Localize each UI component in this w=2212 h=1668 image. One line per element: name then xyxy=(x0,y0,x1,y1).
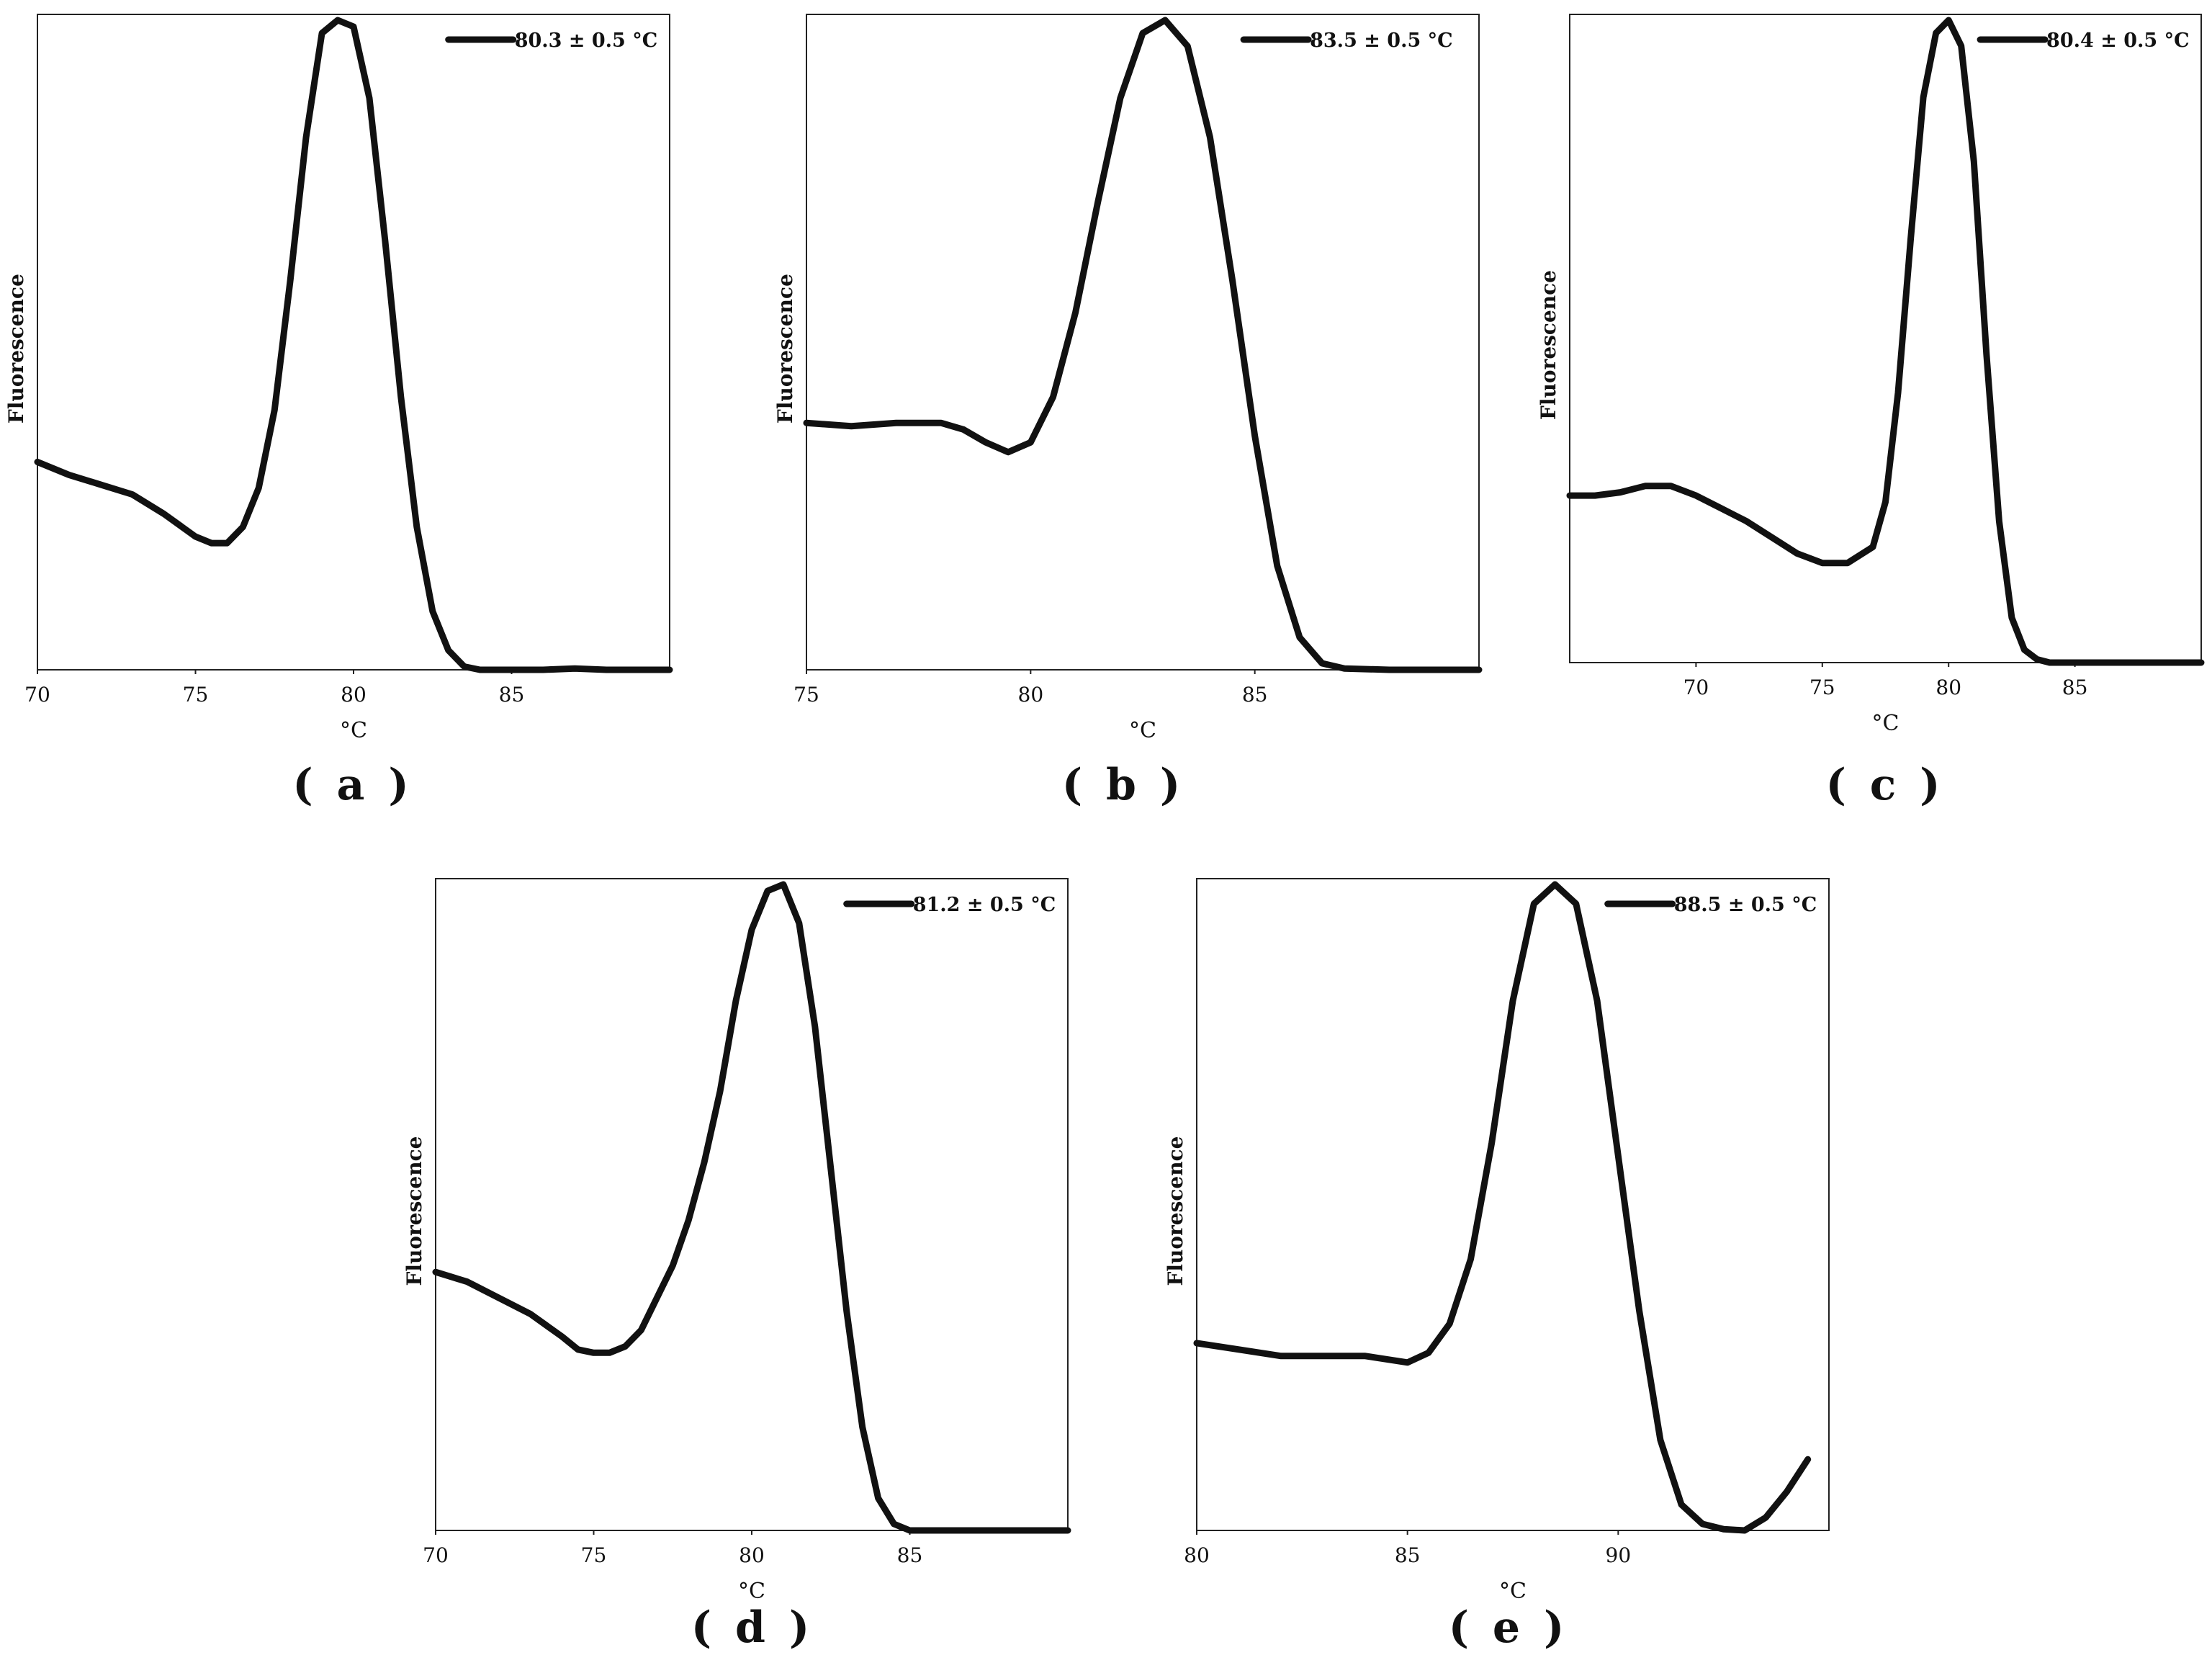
y-axis-label: Fluorescence xyxy=(4,274,28,423)
x-tick-label: 80 xyxy=(1936,676,1961,699)
legend-label: 80.4 ± 0.5 °C xyxy=(2046,30,2190,52)
x-tick-label: 70 xyxy=(423,1543,449,1567)
x-tick-label: 80 xyxy=(1184,1543,1210,1567)
melt-curve-line xyxy=(432,881,1071,1534)
x-axis-label: °C xyxy=(340,718,367,743)
y-axis-label: Fluorescence xyxy=(773,274,797,423)
x-tick-label: 90 xyxy=(1606,1543,1632,1567)
legend-label: 88.5 ± 0.5 °C xyxy=(1674,894,1817,916)
x-tick-label: 70 xyxy=(1683,676,1709,699)
chart-panel-c: 70 75 80 85 °C Fluorescence 80.4 ± 0.5 °C ( c ) xyxy=(1527,0,2212,828)
panel-caption: ( a ) xyxy=(292,760,413,810)
x-tick-label: 80 xyxy=(739,1543,765,1567)
plot-area xyxy=(1569,14,2202,663)
chart-panel-b: 75 80 85 °C Fluorescence 83.5 ± 0.5 °C ( b ) xyxy=(763,0,1483,828)
plot-area xyxy=(37,14,670,671)
chart-panel-a: 70 75 80 85 °C Fluorescence 80.3 ± 0.5 °C ( a ) xyxy=(0,0,720,828)
chart-svg-d: 70 75 80 85 °C Fluorescence 81.2 ± 0.5 °C ( d ) xyxy=(403,878,1071,1653)
y-axis-label: Fluorescence xyxy=(1537,270,1560,420)
y-axis-label: Fluorescence xyxy=(403,1136,426,1286)
plot-area xyxy=(1196,878,1830,1531)
panel-caption: ( b ) xyxy=(1062,760,1185,810)
x-tick-label: 85 xyxy=(1242,683,1268,707)
legend-label: 83.5 ± 0.5 °C xyxy=(1310,30,1453,52)
chart-panel-e: 80 85 90 °C Fluorescence 88.5 ± 0.5 °C ( e ) xyxy=(1156,864,1876,1668)
x-axis-label: °C xyxy=(738,1579,765,1604)
x-axis-label: °C xyxy=(1872,711,1899,736)
x-tick-label: 80 xyxy=(341,683,367,707)
x-axis-label: °C xyxy=(1129,718,1156,743)
melt-curve-line xyxy=(1566,17,2205,666)
chart-svg-e: 80 85 90 °C Fluorescence 88.5 ± 0.5 °C ( e ) xyxy=(1164,878,1830,1653)
plot-area xyxy=(806,14,1480,671)
chart-svg-c: 70 75 80 85 °C Fluorescence 80.4 ± 0.5 °C ( c ) xyxy=(1537,14,2205,810)
legend-label: 80.3 ± 0.5 °C xyxy=(515,30,658,52)
melt-curve-line xyxy=(1193,881,1812,1534)
x-tick-label: 75 xyxy=(1809,676,1835,699)
chart-svg-a: 70 75 80 85 °C Fluorescence 80.3 ± 0.5 °C ( a ) xyxy=(4,14,673,810)
x-tick-label: 75 xyxy=(183,683,209,707)
panel-caption: ( e ) xyxy=(1449,1602,1569,1653)
x-axis-label: °C xyxy=(1499,1579,1527,1604)
chart-panel-d: 70 75 80 85 °C Fluorescence 81.2 ± 0.5 °C ( d ) xyxy=(400,864,1120,1668)
legend-label: 81.2 ± 0.5 °C xyxy=(913,894,1056,916)
panel-caption: ( c ) xyxy=(1825,760,1944,810)
y-axis-label: Fluorescence xyxy=(1164,1136,1187,1286)
chart-svg-b: 75 80 85 °C Fluorescence 83.5 ± 0.5 °C ( b ) xyxy=(773,14,1483,810)
x-tick-label: 85 xyxy=(499,683,525,707)
panel-caption: ( d ) xyxy=(691,1602,814,1653)
x-tick-label: 80 xyxy=(1018,683,1044,707)
melt-curve-line xyxy=(34,17,673,673)
x-tick-label: 85 xyxy=(1395,1543,1421,1567)
melt-curve-line xyxy=(803,17,1483,673)
plot-area xyxy=(435,878,1069,1531)
x-tick-label: 75 xyxy=(793,683,819,707)
x-tick-label: 85 xyxy=(897,1543,923,1567)
x-tick-label: 85 xyxy=(2062,676,2088,699)
x-tick-label: 70 xyxy=(24,683,50,707)
x-tick-label: 75 xyxy=(581,1543,607,1567)
